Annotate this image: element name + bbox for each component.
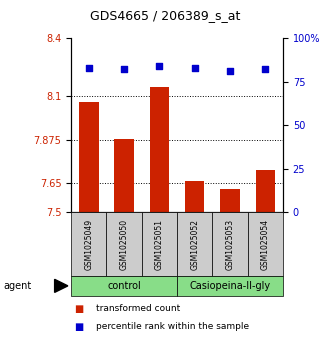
Point (121, 66, 127, 72)
Text: percentile rank within the sample: percentile rank within the sample (96, 322, 249, 331)
Bar (150, 86, 169, 212)
Text: control: control (107, 281, 141, 291)
Text: transformed count: transformed count (96, 304, 180, 313)
Text: GSM1025050: GSM1025050 (119, 219, 129, 270)
Text: GSM1025049: GSM1025049 (84, 219, 93, 270)
Text: ■: ■ (74, 322, 84, 332)
Text: agent: agent (3, 281, 31, 291)
Point (86, 65, 91, 71)
Text: GSM1025054: GSM1025054 (261, 219, 270, 270)
Bar (220, 189, 240, 212)
Bar (185, 182, 205, 212)
Point (227, 68, 233, 74)
Text: GSM1025052: GSM1025052 (190, 219, 199, 270)
Text: ■: ■ (74, 303, 84, 314)
Text: GSM1025053: GSM1025053 (225, 219, 235, 270)
Bar (115, 139, 134, 212)
Text: GSM1025051: GSM1025051 (155, 219, 164, 270)
Point (263, 66, 268, 72)
Bar (79, 102, 99, 212)
Text: GDS4665 / 206389_s_at: GDS4665 / 206389_s_at (90, 9, 241, 22)
Bar (256, 170, 275, 212)
Point (192, 65, 197, 71)
Point (157, 63, 162, 69)
Text: Casiopeina-II-gly: Casiopeina-II-gly (189, 281, 271, 291)
